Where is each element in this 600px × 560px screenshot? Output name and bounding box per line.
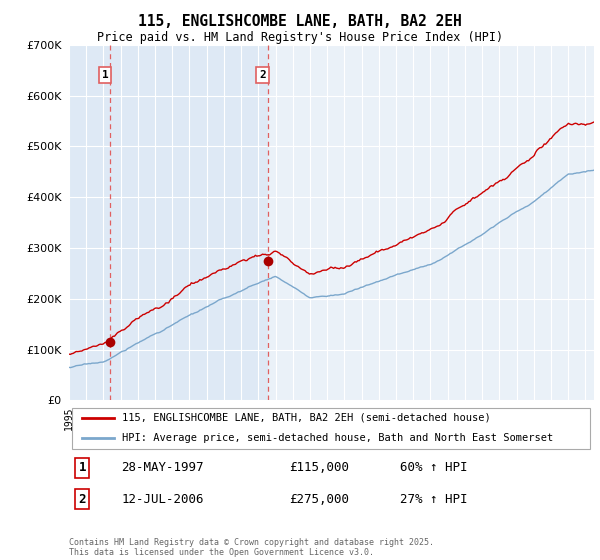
Text: 1: 1	[79, 461, 86, 474]
Text: HPI: Average price, semi-detached house, Bath and North East Somerset: HPI: Average price, semi-detached house,…	[121, 433, 553, 443]
Text: 28-MAY-1997: 28-MAY-1997	[121, 461, 204, 474]
Text: 1: 1	[102, 70, 109, 80]
Text: 27% ↑ HPI: 27% ↑ HPI	[400, 493, 467, 506]
Text: 2: 2	[259, 70, 266, 80]
Text: 115, ENGLISHCOMBE LANE, BATH, BA2 2EH (semi-detached house): 115, ENGLISHCOMBE LANE, BATH, BA2 2EH (s…	[121, 413, 490, 423]
Text: 2: 2	[79, 493, 86, 506]
Text: 115, ENGLISHCOMBE LANE, BATH, BA2 2EH: 115, ENGLISHCOMBE LANE, BATH, BA2 2EH	[138, 14, 462, 29]
Text: £275,000: £275,000	[290, 493, 349, 506]
Text: Contains HM Land Registry data © Crown copyright and database right 2025.
This d: Contains HM Land Registry data © Crown c…	[69, 538, 434, 557]
Text: 60% ↑ HPI: 60% ↑ HPI	[400, 461, 467, 474]
FancyBboxPatch shape	[71, 408, 590, 449]
Text: £115,000: £115,000	[290, 461, 349, 474]
Bar	[69, 45, 268, 400]
Text: Price paid vs. HM Land Registry's House Price Index (HPI): Price paid vs. HM Land Registry's House …	[97, 31, 503, 44]
Text: 12-JUL-2006: 12-JUL-2006	[121, 493, 204, 506]
